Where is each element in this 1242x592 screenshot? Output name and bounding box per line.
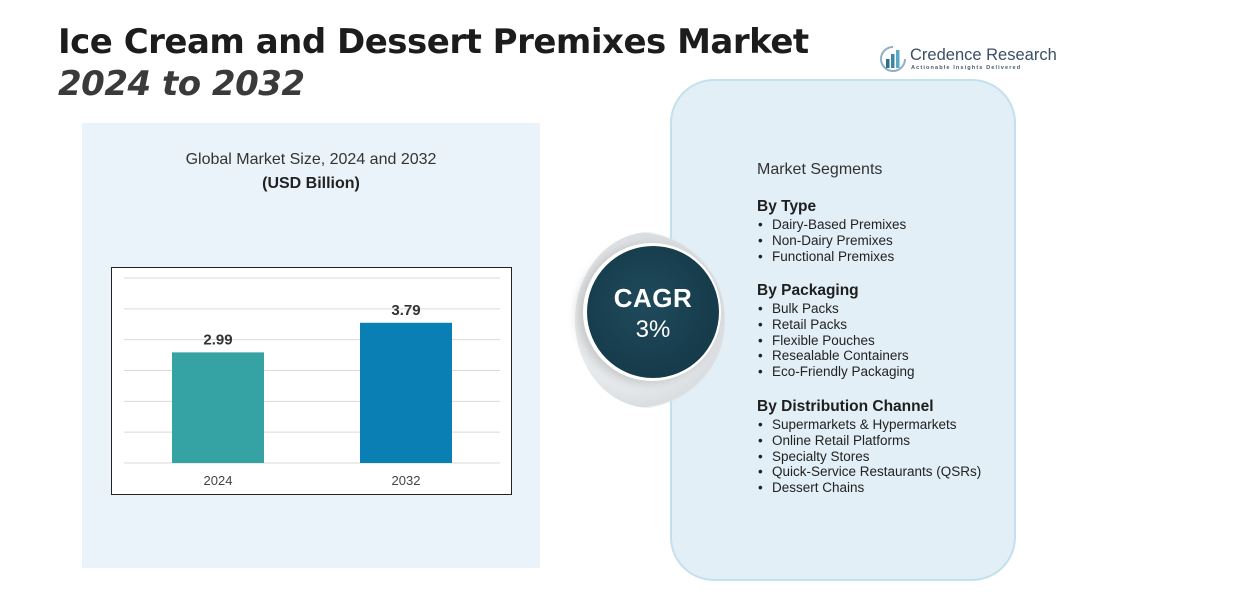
bar-2024	[172, 352, 264, 463]
segment-item: Resealable Containers	[757, 348, 915, 364]
bar-2032	[360, 322, 452, 463]
data-label-2024: 2.99	[203, 331, 232, 348]
bar-chart-frame: 2.99 2024 3.79 2032	[111, 267, 512, 495]
x-tick-label-2032: 2032	[392, 473, 421, 488]
segment-item: Functional Premixes	[757, 249, 906, 265]
segment-item: Retail Packs	[757, 317, 915, 333]
cagr-value: 3%	[635, 316, 671, 343]
logo-name: Credence Research	[910, 46, 1057, 64]
segment-group-title: By Packaging	[757, 282, 859, 299]
cagr-label: CAGR	[613, 283, 693, 313]
bar-chart: 2.99 2024 3.79 2032	[124, 277, 500, 488]
chart-title: Global Market Size, 2024 and 2032	[185, 151, 437, 168]
segment-item: Quick-Service Restaurants (QSRs)	[757, 464, 981, 480]
segment-group-type: By Type Dairy-Based Premixes Non-Dairy P…	[757, 198, 906, 264]
x-tick-label-2024: 2024	[204, 473, 233, 488]
page-title: Ice Cream and Dessert Premixes Market	[58, 22, 809, 62]
segment-item: Dessert Chains	[757, 480, 981, 496]
data-label-2032: 3.79	[391, 302, 420, 319]
segments-heading: Market Segments	[757, 161, 883, 178]
segment-item: Dairy-Based Premixes	[757, 217, 906, 233]
segment-list: Supermarkets & Hypermarkets Online Retai…	[757, 417, 981, 496]
segment-list: Bulk Packs Retail Packs Flexible Pouches…	[757, 301, 915, 380]
brand-logo: Credence Research Actionable Insights De…	[880, 44, 1060, 76]
segment-item: Eco-Friendly Packaging	[757, 364, 915, 380]
segment-group-packaging: By Packaging Bulk Packs Retail Packs Fle…	[757, 282, 915, 380]
segment-item: Flexible Pouches	[757, 333, 915, 349]
cagr-badge	[587, 246, 719, 378]
segment-item: Specialty Stores	[757, 449, 981, 465]
market-size-panel: Global Market Size, 2024 and 2032 (USD B…	[82, 123, 540, 568]
segment-list: Dairy-Based Premixes Non-Dairy Premixes …	[757, 217, 906, 264]
segment-item: Non-Dairy Premixes	[757, 233, 906, 249]
bar-chart-logo-icon	[880, 46, 906, 72]
page-subtitle: 2024 to 2032	[58, 64, 305, 104]
segment-item: Supermarkets & Hypermarkets	[757, 417, 981, 433]
logo-tagline: Actionable Insights Delivered	[911, 65, 1022, 71]
segment-item: Online Retail Platforms	[757, 433, 981, 449]
segment-group-distribution: By Distribution Channel Supermarkets & H…	[757, 398, 981, 496]
segment-group-title: By Type	[757, 198, 817, 215]
chart-unit-label: (USD Billion)	[262, 175, 360, 192]
segment-item: Bulk Packs	[757, 301, 915, 317]
segment-group-title: By Distribution Channel	[757, 398, 934, 415]
